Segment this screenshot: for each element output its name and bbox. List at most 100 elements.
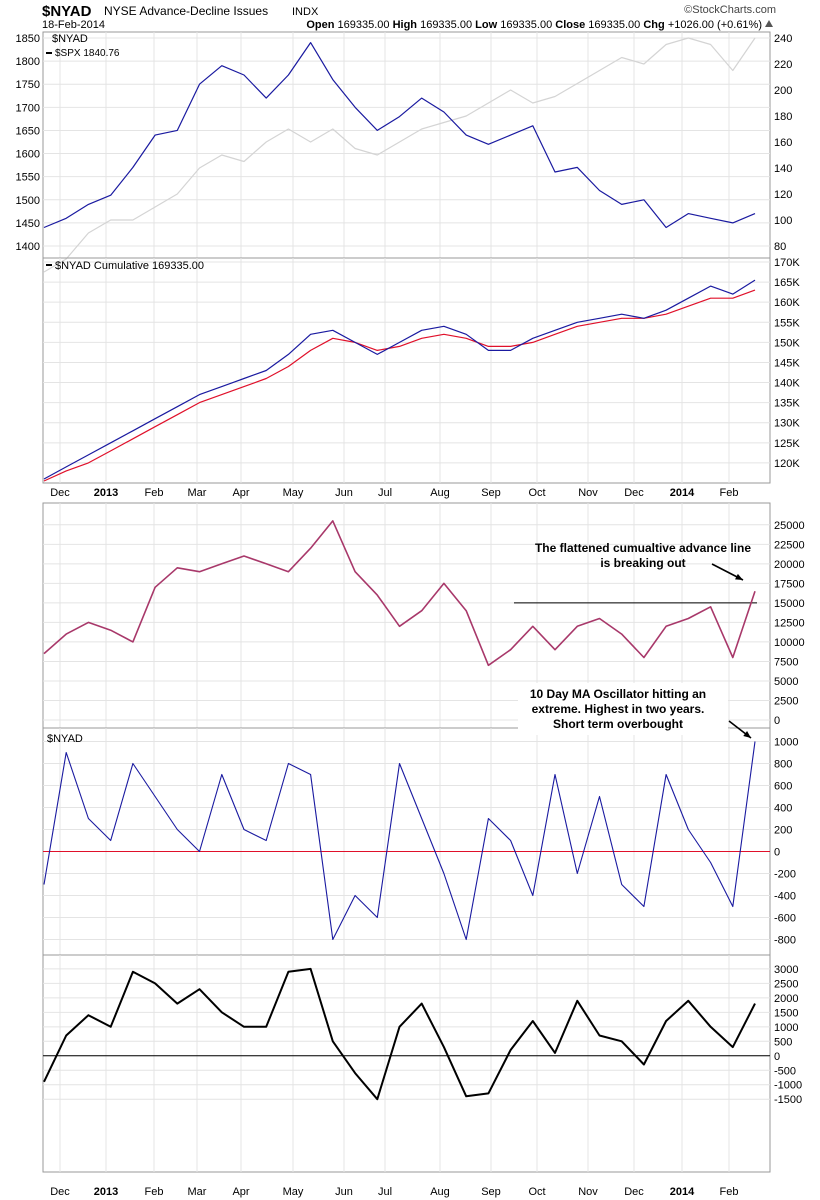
panel-frame <box>42 727 771 956</box>
x-tick-label: May <box>283 487 304 499</box>
legend-nyad: $NYAD <box>52 33 88 45</box>
y-tick-label: 1000 <box>774 737 798 749</box>
y-tick-label: 500 <box>774 1036 792 1048</box>
x-tick-label: Dec <box>624 1186 644 1198</box>
y-tick-label: -500 <box>774 1065 796 1077</box>
x-tick-label: Apr <box>232 487 249 499</box>
y-tick-label-right: 240 <box>774 33 792 45</box>
x-tick-label: Sep <box>481 1186 501 1198</box>
x-tick-label: Jul <box>378 487 392 499</box>
y-tick-label: 17500 <box>774 578 805 590</box>
y-tick-label: -800 <box>774 935 796 947</box>
y-tick-label: 140K <box>774 378 800 390</box>
y-tick-label-right: 80 <box>774 241 786 253</box>
y-tick-label: -200 <box>774 869 796 881</box>
x-tick-label: 2014 <box>670 1186 695 1198</box>
y-tick-label: 20000 <box>774 559 805 571</box>
y-tick-label: 2500 <box>774 695 798 707</box>
annotation-text: Short term overbought <box>553 717 683 731</box>
y-tick-label: 2500 <box>774 978 798 990</box>
y-tick-label: -1500 <box>774 1094 802 1106</box>
y-tick-label: 25000 <box>774 520 805 532</box>
panel-frame <box>42 31 771 259</box>
y-tick-label-right: 100 <box>774 215 792 227</box>
y-tick-label-right: 140 <box>774 163 792 175</box>
x-tick-label: 2013 <box>94 1186 118 1198</box>
nyad-line <box>43 37 756 273</box>
y-tick-label-left: 1600 <box>16 149 40 161</box>
y-tick-label: 10000 <box>774 637 805 649</box>
x-tick-label: Mar <box>188 1186 207 1198</box>
y-tick-label: -600 <box>774 913 796 925</box>
x-tick-label: Dec <box>50 487 70 499</box>
x-tick-label: Nov <box>578 1186 598 1198</box>
y-tick-label: 1000 <box>774 1022 798 1034</box>
x-tick-label: Sep <box>481 487 501 499</box>
smoothed-line <box>43 967 756 1101</box>
y-tick-label: 400 <box>774 803 792 815</box>
y-tick-label: -1000 <box>774 1080 802 1092</box>
oscillator-line <box>43 741 756 941</box>
y-tick-label: 170K <box>774 257 800 269</box>
x-tick-label: May <box>283 1186 304 1198</box>
y-tick-label-left: 1400 <box>16 241 40 253</box>
y-tick-label: 0 <box>774 1051 780 1063</box>
legend-spx: $SPX 1840.76 <box>55 48 120 59</box>
x-tick-label: Feb <box>145 487 164 499</box>
y-tick-label: 120K <box>774 458 800 470</box>
y-tick-label: 22500 <box>774 539 805 551</box>
y-tick-label: 0 <box>774 715 780 727</box>
x-tick-label: Mar <box>188 487 207 499</box>
annotation-text: extreme. Highest in two years. <box>532 702 705 716</box>
y-tick-label: 5000 <box>774 676 798 688</box>
x-tick-label: Apr <box>232 1186 249 1198</box>
arrow-head-icon <box>743 731 751 738</box>
y-tick-label-left: 1500 <box>16 195 40 207</box>
y-tick-label-right: 200 <box>774 85 792 97</box>
arrow-head-icon <box>735 573 743 580</box>
x-tick-label: Nov <box>578 487 598 499</box>
y-tick-label: 600 <box>774 781 792 793</box>
x-tick-label: Aug <box>430 1186 450 1198</box>
y-tick-label: 15000 <box>774 598 805 610</box>
y-tick-label: 125K <box>774 438 800 450</box>
x-tick-label: Jun <box>335 487 353 499</box>
legend-swatch <box>46 264 52 266</box>
x-tick-label: Jun <box>335 1186 353 1198</box>
y-tick-label: 160K <box>774 297 800 309</box>
x-tick-label: Aug <box>430 487 450 499</box>
x-tick-label: Dec <box>50 1186 70 1198</box>
y-tick-label: 7500 <box>774 656 798 668</box>
y-tick-label-right: 120 <box>774 189 792 201</box>
panel-frame <box>42 954 771 1173</box>
x-tick-label: Oct <box>528 487 545 499</box>
y-tick-label: 12500 <box>774 617 805 629</box>
legend-oscillator: $NYAD <box>47 733 83 745</box>
annotation-text: The flattened cumualtive advance line <box>535 541 751 555</box>
cumulative-line <box>43 279 756 480</box>
panel-frame <box>42 257 771 484</box>
y-tick-label: 150K <box>774 337 800 349</box>
y-tick-label-right: 160 <box>774 137 792 149</box>
y-tick-label-left: 1700 <box>16 102 40 114</box>
y-tick-label: 155K <box>774 317 800 329</box>
legend-swatch <box>46 52 52 54</box>
y-tick-label-right: 220 <box>774 59 792 71</box>
y-tick-label-left: 1650 <box>16 125 40 137</box>
x-tick-label: Feb <box>145 1186 164 1198</box>
y-tick-label: 1500 <box>774 1007 798 1019</box>
x-tick-label: Feb <box>720 487 739 499</box>
x-tick-label: Oct <box>528 1186 545 1198</box>
y-tick-label-left: 1750 <box>16 79 40 91</box>
y-tick-label: 135K <box>774 398 800 410</box>
y-tick-label-left: 1450 <box>16 218 40 230</box>
y-tick-label-left: 1800 <box>16 56 40 68</box>
y-tick-label: 165K <box>774 277 800 289</box>
annotation-text: is breaking out <box>600 556 685 570</box>
brand[interactable]: ©StockCharts.com <box>684 4 776 16</box>
y-tick-label: 145K <box>774 357 800 369</box>
x-tick-label: 2014 <box>670 487 695 499</box>
ohlc-line: Open 169335.00 High 169335.00 Low 169335… <box>306 19 762 31</box>
